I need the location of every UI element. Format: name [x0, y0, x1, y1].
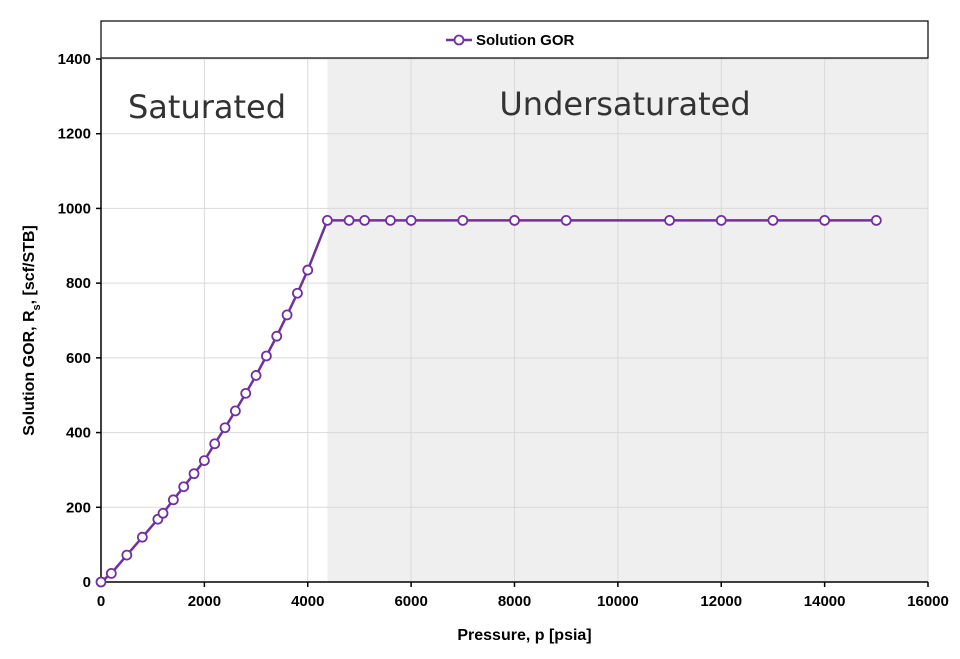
data-point — [260, 350, 272, 362]
data-point — [250, 370, 262, 381]
x-tick-label: 14000 — [804, 593, 846, 610]
x-tick-label: 6000 — [394, 593, 427, 610]
data-point — [209, 438, 221, 450]
data-point — [157, 507, 169, 519]
data-point — [560, 214, 572, 226]
region-label-undersaturated: Undersaturated — [499, 85, 750, 123]
data-point — [292, 287, 303, 299]
data-point — [385, 214, 396, 226]
y-tick-label: 800 — [66, 275, 91, 292]
legend-marker-swatch — [453, 34, 465, 46]
data-point — [457, 214, 469, 226]
data-point — [188, 468, 200, 480]
data-point — [105, 568, 117, 579]
y-tick-label: 1400 — [58, 51, 91, 68]
data-point — [95, 576, 107, 588]
x-tick-label: 10000 — [597, 593, 639, 610]
data-point — [405, 214, 417, 226]
data-point — [870, 214, 882, 226]
y-tick-label: 200 — [66, 499, 91, 516]
data-point — [281, 309, 293, 321]
legend-label: Solution GOR — [476, 32, 574, 49]
x-tick-label: 2000 — [188, 593, 221, 610]
x-tick-label: 12000 — [700, 593, 742, 610]
x-tick-label: 16000 — [907, 593, 949, 610]
x-axis-title: Pressure, p [psia] — [457, 627, 591, 644]
y-tick-label: 600 — [66, 350, 91, 367]
region-label-saturated: Saturated — [128, 88, 286, 126]
y-tick-label: 0 — [83, 574, 91, 591]
x-tick-label: 0 — [97, 593, 105, 610]
data-point — [178, 481, 190, 493]
data-point — [198, 455, 210, 466]
data-point — [321, 214, 333, 226]
legend-box — [100, 20, 929, 59]
data-point — [359, 214, 371, 226]
x-tick-label: 8000 — [498, 593, 531, 610]
data-point — [664, 214, 675, 226]
data-point — [715, 214, 727, 226]
data-point — [219, 422, 231, 434]
y-axis-title: Solution GOR, Rs, [scf/STB] — [21, 225, 43, 436]
data-point — [819, 214, 831, 226]
data-point — [271, 330, 283, 342]
data-point — [767, 214, 779, 226]
y-tick-label: 1000 — [58, 200, 91, 217]
data-point — [509, 214, 520, 226]
y-tick-label: 1200 — [58, 126, 91, 143]
data-point — [302, 264, 314, 276]
data-point — [121, 549, 133, 561]
y-tick-label: 400 — [66, 425, 91, 442]
data-point — [343, 214, 355, 226]
region-shade-undersaturated — [327, 59, 928, 582]
data-point — [136, 531, 148, 543]
data-point — [229, 405, 241, 417]
data-point — [240, 387, 252, 399]
x-tick-label: 4000 — [291, 593, 324, 610]
data-point — [167, 494, 179, 506]
